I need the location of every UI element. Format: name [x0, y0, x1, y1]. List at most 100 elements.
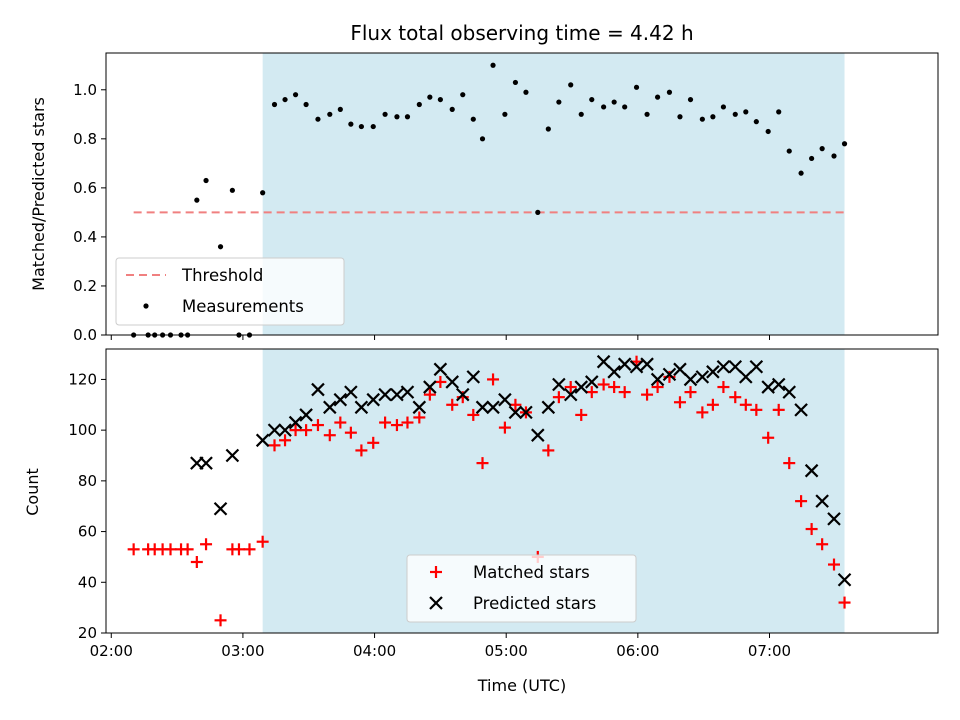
predicted-star-point [423, 380, 437, 394]
measurement-point [601, 104, 607, 110]
predicted-star-point [716, 359, 731, 374]
top-x-ticks [110, 335, 770, 340]
x-axis-label: Time (UTC) [477, 676, 566, 695]
measurement-point [831, 153, 837, 159]
measurement-point [416, 101, 422, 108]
matched-star-point [413, 411, 426, 424]
predicted-star-point [574, 380, 589, 394]
matched-star-point [618, 386, 631, 399]
matched-star-point [805, 523, 818, 536]
matched-star-point [795, 495, 808, 508]
predicted-star-point [213, 501, 228, 516]
predicted-star-point [563, 387, 578, 402]
bottom-legend: Matched stars Predicted stars [406, 554, 637, 623]
predicted-star-point [728, 359, 743, 374]
measurement-point [358, 123, 364, 130]
matched-star-point [552, 391, 565, 404]
measurement-point [578, 111, 584, 117]
x-tick-label: 06:00 [616, 642, 659, 660]
measurement-point [479, 136, 486, 142]
measurement-point [260, 190, 266, 196]
matched-star-point [783, 457, 796, 470]
predicted-star-point [412, 400, 427, 415]
measurement-point [819, 146, 825, 152]
matched-star-point [355, 444, 368, 457]
bottom-y-tick-label: 20 [78, 624, 97, 642]
legend-predicted-label: Predicted stars [473, 594, 596, 613]
measurement-points [131, 62, 848, 338]
predicted-star-point [815, 494, 829, 508]
matched-star-point [214, 614, 227, 627]
measurement-point [786, 148, 792, 154]
legend-measurements-label: Measurements [182, 297, 304, 316]
predicted-star-point [794, 403, 808, 417]
x-tick-label: 04:00 [353, 642, 396, 660]
predicted-star-point [804, 463, 819, 478]
matched-star-point [838, 596, 851, 609]
matched-star-point [564, 381, 577, 394]
matched-star-point [487, 373, 500, 386]
measurement-point [203, 177, 209, 184]
predicted-star-point [378, 387, 392, 402]
predicted-star-point [640, 357, 654, 371]
predicted-star-point [255, 433, 270, 448]
predicted-star-point [629, 359, 644, 374]
measurement-point [194, 197, 200, 203]
matched-star-point [200, 538, 213, 551]
predicted-star-point [390, 387, 404, 402]
bottom-legend-box [406, 554, 637, 623]
matched-star-point [344, 426, 357, 439]
matched-star-point [181, 543, 194, 556]
matched-star-point [268, 439, 281, 452]
legend-matched-swatch [430, 566, 442, 578]
predicted-star-point [333, 392, 348, 407]
bottom-frame [105, 348, 939, 634]
predicted-star-point [199, 456, 213, 470]
matched-star-point [739, 398, 752, 411]
matched-star-point [597, 378, 610, 391]
matched-star-point [367, 436, 380, 449]
bottom-x-axis: 02:00 03:00 04:00 05:00 06:00 07:00 [90, 633, 791, 660]
measurement-point [720, 104, 727, 110]
measurement-point [271, 101, 278, 108]
measurement-point [677, 114, 683, 120]
predicted-star-point [541, 400, 556, 415]
x-tick-label: 05:00 [485, 642, 528, 660]
predicted-star-point [706, 365, 720, 379]
x-tick-label: 07:00 [748, 642, 791, 660]
top-y-tick-label: 0.8 [73, 130, 97, 148]
matched-star-point [423, 388, 436, 401]
measurement-point [292, 92, 299, 98]
matched-star-point [651, 381, 664, 394]
measurement-point [382, 111, 388, 117]
bottom-y-tick-label: 120 [68, 370, 97, 388]
top-y-tick-label: 1.0 [73, 81, 97, 99]
predicted-star-point [584, 375, 599, 389]
matched-star-point [289, 424, 302, 437]
matched-star-point [467, 408, 480, 421]
measurement-point [776, 109, 782, 115]
predicted-stars-points [190, 354, 852, 587]
matched-star-point [334, 416, 347, 429]
measurement-point [327, 111, 333, 117]
predicted-star-point [267, 423, 282, 437]
measurement-point [611, 99, 617, 105]
measurement-point [460, 92, 466, 98]
measurement-point [303, 101, 309, 108]
measurement-point [809, 155, 815, 162]
matched-star-point [608, 381, 621, 394]
measurement-point [427, 94, 433, 100]
predicted-star-point [278, 423, 292, 437]
measurement-point [644, 111, 650, 117]
predicted-star-point [531, 428, 545, 442]
legend-matched-label: Matched stars [473, 563, 590, 582]
matched-star-point [729, 391, 742, 404]
matched-star-point [390, 419, 403, 432]
predicted-star-point [433, 362, 448, 377]
predicted-star-point [771, 377, 786, 392]
chart-title: Flux total observing time = 4.42 h [350, 21, 693, 45]
predicted-star-point [749, 359, 764, 374]
predicted-star-point [354, 400, 369, 415]
measurement-point [753, 119, 759, 125]
